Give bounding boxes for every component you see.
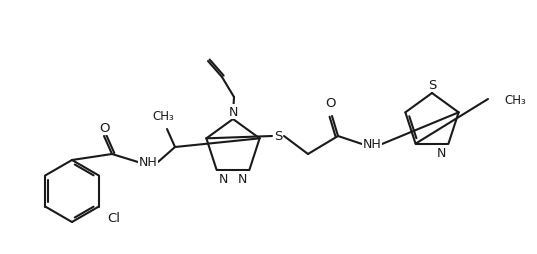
Text: O: O [99, 122, 109, 135]
Text: NH: NH [362, 138, 381, 151]
Text: N: N [238, 172, 248, 185]
Text: NH: NH [139, 156, 157, 169]
Text: CH₃: CH₃ [152, 109, 174, 122]
Text: N: N [437, 146, 446, 159]
Text: N: N [228, 106, 238, 119]
Text: O: O [325, 97, 335, 109]
Text: N: N [219, 172, 228, 185]
Text: Cl: Cl [107, 212, 120, 225]
Text: S: S [274, 130, 282, 143]
Text: CH₃: CH₃ [504, 93, 526, 106]
Text: S: S [428, 79, 436, 92]
